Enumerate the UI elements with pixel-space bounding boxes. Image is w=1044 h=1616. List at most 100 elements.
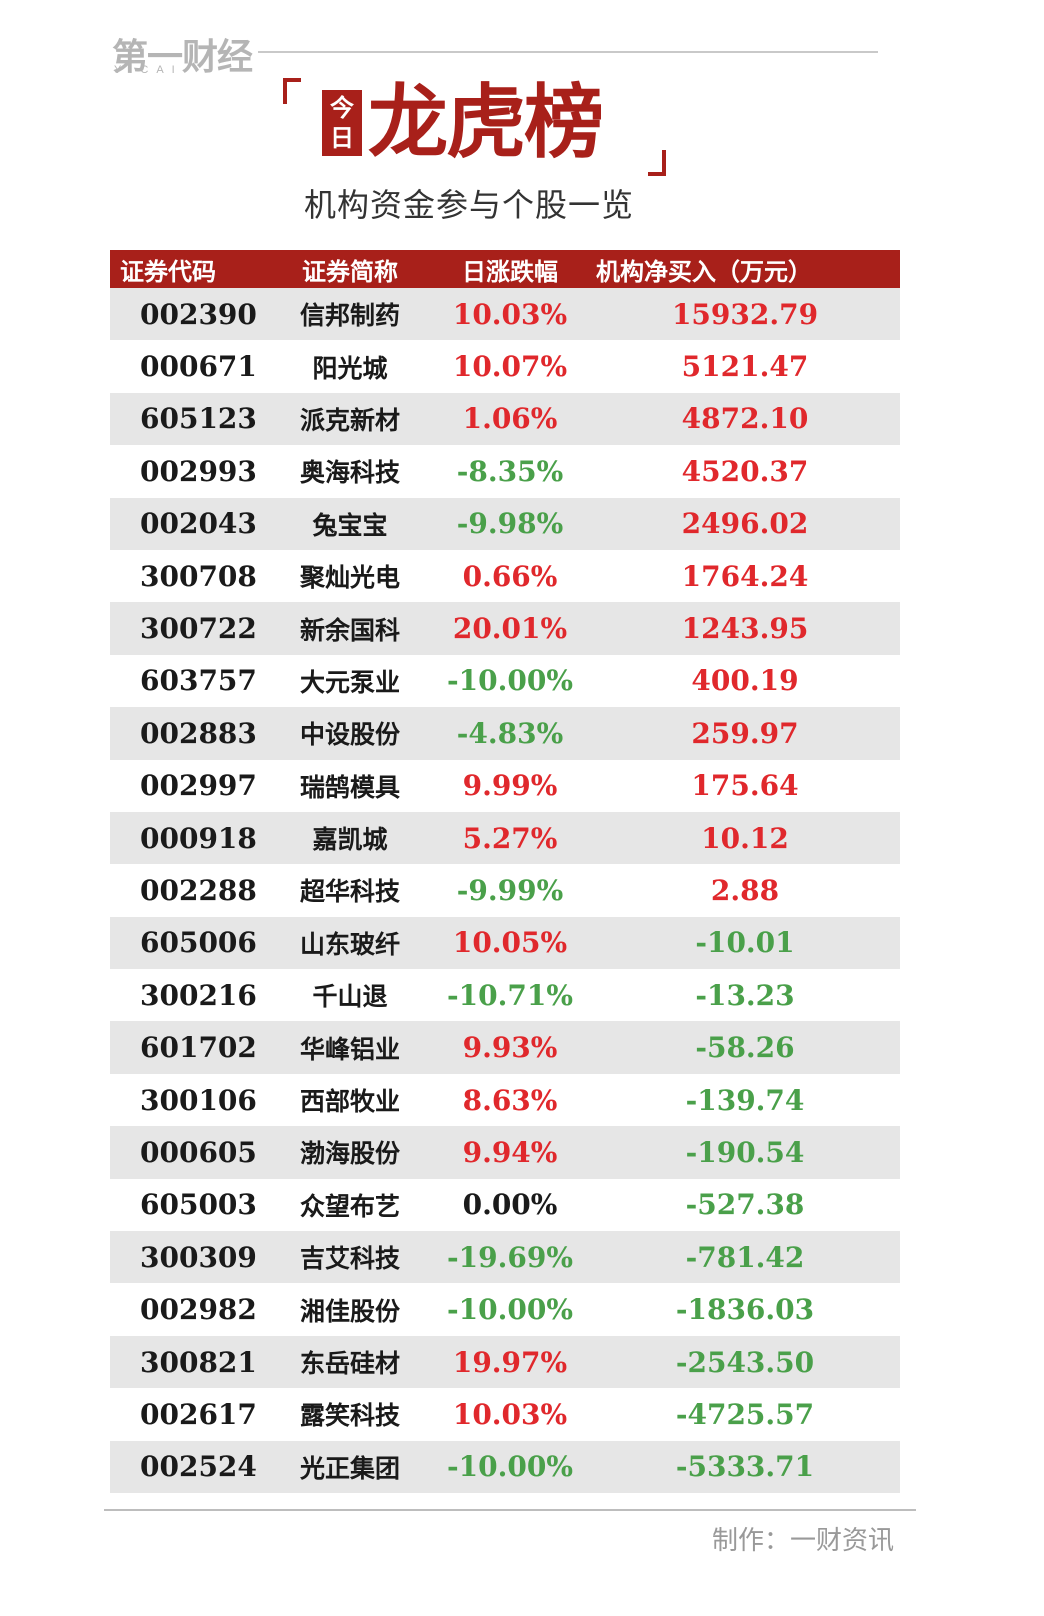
cell-change: -10.71% <box>447 978 573 1012</box>
table-row: 605003 众望布艺 0.00% -527.38 <box>110 1179 900 1231</box>
cell-change: 0.00% <box>462 1188 558 1222</box>
title-bracket-right <box>648 150 666 176</box>
cell-net-buy: 259.97 <box>691 716 799 750</box>
cell-name: 派克新材 <box>299 405 400 435</box>
header-change: 日涨跌幅 <box>462 257 558 286</box>
cell-net-buy: -10.01 <box>695 926 795 960</box>
cell-name: 兔宝宝 <box>312 510 388 540</box>
yicai-logo-sub: YICAI <box>114 64 183 76</box>
cell-code: 002883 <box>140 716 257 750</box>
cell-change: -8.35% <box>456 454 564 488</box>
cell-code: 605006 <box>140 926 257 960</box>
cell-code: 601702 <box>140 1031 257 1065</box>
table-row: 000918 嘉凯城 5.27% 10.12 <box>110 811 900 865</box>
cell-code: 002982 <box>140 1293 257 1327</box>
table-row: 002617 露笑科技 10.03% -4725.57 <box>110 1388 900 1440</box>
cell-change: 1.06% <box>462 402 558 436</box>
cell-net-buy: 1764.24 <box>681 559 809 593</box>
cell-code: 603757 <box>140 664 257 698</box>
cell-change: 8.63% <box>462 1083 558 1117</box>
cell-change: 9.93% <box>462 1031 558 1065</box>
cell-name: 信邦制药 <box>299 301 400 331</box>
cell-name: 光正集团 <box>299 1453 400 1483</box>
cell-net-buy: -5333.71 <box>675 1450 815 1484</box>
cell-name: 嘉凯城 <box>312 825 388 855</box>
cell-code: 300106 <box>140 1083 257 1117</box>
cell-change: 20.01% <box>452 612 568 646</box>
header-net-buy: 机构净买入（万元） <box>596 257 812 286</box>
cell-net-buy: 175.64 <box>691 769 799 803</box>
cell-net-buy: 4520.37 <box>681 454 809 488</box>
cell-change: 9.94% <box>462 1135 558 1169</box>
header-name: 证券简称 <box>302 257 398 286</box>
cell-net-buy: 1243.95 <box>681 612 809 646</box>
table-row: 000671 阳光城 10.07% 5121.47 <box>110 340 900 392</box>
cell-name: 中设股份 <box>299 720 400 750</box>
cell-change: 19.97% <box>452 1345 568 1379</box>
cell-code: 002524 <box>140 1450 257 1484</box>
cell-name: 东岳硅材 <box>299 1349 400 1378</box>
table-row: 002288 超华科技 -9.99% 2.88 <box>110 864 900 916</box>
footer-credit: 制作：一财资讯 <box>711 1526 894 1556</box>
cell-code: 002617 <box>140 1397 257 1431</box>
cell-name: 渤海股份 <box>299 1139 400 1169</box>
cell-name: 阳光城 <box>312 353 388 383</box>
table-row: 002883 中设股份 -4.83% 259.97 <box>110 707 900 760</box>
cell-net-buy: -139.74 <box>685 1083 805 1117</box>
table-row: 605123 派克新材 1.06% 4872.10 <box>110 392 900 446</box>
table-row: 002982 湘佳股份 -10.00% -1836.03 <box>110 1283 900 1335</box>
table-row: 002043 兔宝宝 -9.98% 2496.02 <box>110 497 900 550</box>
cell-code: 605123 <box>140 402 257 436</box>
today-char-1: 今 <box>330 94 354 122</box>
cell-name: 奥海科技 <box>299 458 400 488</box>
cell-change: 0.66% <box>462 559 558 593</box>
cell-code: 300821 <box>140 1345 257 1379</box>
cell-change: -10.00% <box>447 1293 573 1327</box>
cell-name: 超华科技 <box>299 877 400 907</box>
table-row: 002390 信邦制药 10.03% 15932.79 <box>110 288 900 341</box>
cell-code: 002997 <box>140 769 257 803</box>
table-row: 002997 瑞鹄模具 9.99% 175.64 <box>110 760 900 812</box>
today-char-2: 日 <box>330 124 354 152</box>
cell-net-buy: -190.54 <box>685 1135 805 1169</box>
cell-change: 5.27% <box>462 821 558 855</box>
page-title: 龙虎榜 <box>368 76 604 169</box>
cell-change: 10.07% <box>452 350 568 384</box>
cell-code: 300216 <box>140 978 257 1012</box>
cell-code: 002043 <box>140 507 257 541</box>
cell-change: -19.69% <box>447 1240 573 1274</box>
today-badge: 今 日 <box>322 90 362 156</box>
cell-code: 000918 <box>140 821 257 855</box>
cell-change: 9.99% <box>462 769 558 803</box>
cell-net-buy: 5121.47 <box>681 350 809 384</box>
cell-net-buy: 15932.79 <box>671 297 819 331</box>
yicai-logo: 第一财经 <box>112 36 253 77</box>
bottom-divider <box>104 1509 916 1511</box>
page-subtitle: 机构资金参与个股一览 <box>304 186 635 224</box>
cell-name: 山东玻纤 <box>299 929 400 959</box>
cell-name: 湘佳股份 <box>299 1296 400 1326</box>
cell-net-buy: 400.19 <box>691 664 799 698</box>
table-row: 601702 华峰铝业 9.93% -58.26 <box>110 1021 900 1074</box>
cell-net-buy: -58.26 <box>695 1031 795 1065</box>
table-row: 605006 山东玻纤 10.05% -10.01 <box>110 916 900 970</box>
table-row: 000605 渤海股份 9.94% -190.54 <box>110 1126 900 1179</box>
cell-code: 300708 <box>140 559 257 593</box>
cell-change: 10.03% <box>452 297 568 331</box>
cell-net-buy: 2.88 <box>710 873 780 907</box>
cell-code: 300309 <box>140 1240 257 1274</box>
cell-name: 瑞鹄模具 <box>299 772 400 802</box>
cell-name: 露笑科技 <box>299 1401 400 1431</box>
cell-name: 西部牧业 <box>299 1087 400 1117</box>
table-header: 证券代码 证券简称 日涨跌幅 机构净买入（万元） <box>110 250 900 288</box>
table-row: 603757 大元泵业 -10.00% 400.19 <box>110 655 900 707</box>
cell-net-buy: 4872.10 <box>681 402 809 436</box>
cell-name: 大元泵业 <box>299 667 400 697</box>
table-row: 002993 奥海科技 -8.35% 4520.37 <box>110 445 900 497</box>
top-divider <box>258 51 878 53</box>
cell-name: 新余国科 <box>299 615 400 645</box>
header-code: 证券代码 <box>120 257 216 286</box>
cell-change: -10.00% <box>447 664 573 698</box>
cell-code: 300722 <box>140 612 257 646</box>
cell-code: 000671 <box>140 350 257 384</box>
